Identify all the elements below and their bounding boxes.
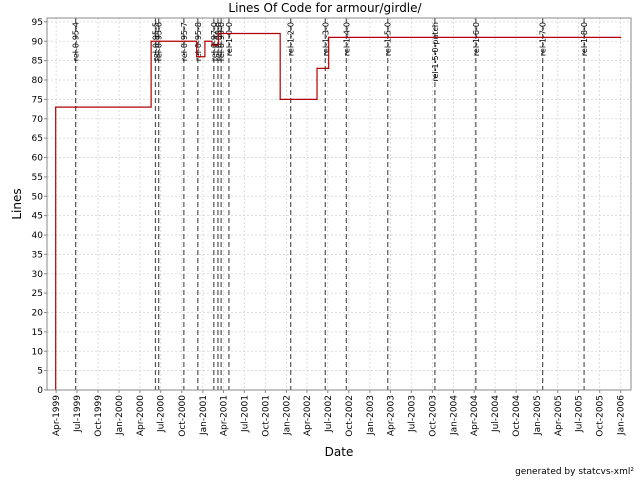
x-tick-label: Apr-2004 [470,395,480,436]
y-tick-label: 85 [32,57,43,67]
x-tick-label: Jan-2001 [199,395,209,436]
release-marker-label: rel-0-99-0 [217,22,226,61]
release-marker-label: rel-0-95-8 [194,22,203,61]
loc-data-point [217,32,220,35]
y-tick-label: 75 [32,95,43,105]
loc-data-point [316,67,318,69]
y-tick-label: 95 [32,18,43,28]
y-axis-label: Lines [10,188,24,219]
x-tick-label: Oct-2002 [345,395,355,437]
y-tick-label: 60 [32,154,44,164]
generator-credit: generated by statcvs-xml² [515,467,634,477]
y-tick-label: 80 [32,76,44,86]
release-marker-label: rel-1-3-0 [321,22,330,56]
x-tick-label: Jul-2004 [491,395,501,433]
y-tick-label: 70 [32,115,44,125]
x-tick-label: Oct-1999 [94,395,104,437]
y-tick-label: 45 [32,212,43,222]
y-tick-label: 0 [37,386,43,396]
x-tick-label: Apr-2003 [386,395,396,436]
x-tick-label: Oct-2005 [596,395,606,437]
release-marker-label: rel-1-5-0 [384,22,393,56]
x-tick-label: Jan-2000 [115,395,125,436]
x-tick-label: Jan-2005 [533,395,543,436]
y-tick-label: 35 [32,250,43,260]
x-tick-label: Apr-2002 [303,395,313,436]
y-tick-label: 15 [32,328,43,338]
y-tick-label: 50 [32,192,44,202]
release-marker-label: rel-1-4-0 [342,22,351,56]
y-tick-label: 20 [32,309,44,319]
loc-data-point [55,106,57,108]
loc-data-point [620,36,622,38]
x-tick-label: Apr-2000 [136,395,146,436]
x-tick-label: Jul-2002 [324,395,334,433]
x-tick-label: Jan-2003 [366,395,376,436]
x-axis-label: Date [325,445,354,459]
y-tick-label: 65 [32,134,43,144]
plot-frame [46,17,632,391]
loc-series-line [55,32,621,390]
x-tick-label: Jul-2005 [575,395,585,433]
loc-data-point [211,44,213,46]
x-tick-label: Oct-2003 [428,395,438,437]
y-tick-label: 90 [32,37,44,47]
y-tick-label: 55 [32,173,43,183]
gridlines [47,18,631,391]
release-marker-label: rel-1-5-0-patch [431,22,440,82]
x-tick-label: Oct-2000 [178,395,188,437]
series-layer [55,32,622,391]
x-axis: Apr-1999 Jul-1999 Oct-1999 Jan-2000 Apr-2000… [52,390,627,437]
release-marker-label: rel-1-8-0 [580,22,589,56]
release-marker-label: rel-1-0-0 [225,22,234,56]
x-tick-label: Jan-2002 [282,395,292,436]
x-tick-label: Jul-2003 [407,395,417,433]
y-tick-label: 5 [37,367,43,377]
y-tick-label: 10 [32,347,44,357]
x-tick-label: Jan-2004 [449,395,459,436]
release-marker-label: rel-1-7-0 [539,22,548,56]
release-marker-label: rel-0-97-0 [210,22,219,61]
release-marker-label: rel-0-95-4 [72,22,81,61]
y-tick-label: 25 [32,289,43,299]
x-tick-label: Apr-1999 [52,395,62,436]
loc-data-point [328,36,330,38]
loc-data-point [279,98,281,100]
release-marker-label: rel-1-6-0 [472,22,481,56]
x-tick-label: Apr-2005 [554,395,564,436]
loc-data-point [196,56,198,58]
x-tick-label: Jul-2000 [157,395,167,433]
x-tick-label: Jul-2001 [240,395,250,433]
y-tick-label: 30 [32,270,44,280]
x-tick-label: Oct-2004 [512,395,522,437]
y-axis: 0 5 10 15 20 25 30 35 40 45 50 55 60 65 70 75 80 85 90 95 [32,18,47,396]
x-tick-label: Oct-2001 [261,395,271,437]
chart-title: Lines Of Code for armour/girdle/ [228,1,422,15]
x-tick-label: Jul-1999 [73,395,83,433]
loc-data-point [150,40,152,42]
loc-data-point [204,40,206,42]
y-tick-label: 40 [32,231,44,241]
x-tick-label: Jan-2006 [617,395,627,436]
x-tick-label: Apr-2001 [219,395,229,436]
release-marker-label: rel-1-2-0 [287,22,296,56]
